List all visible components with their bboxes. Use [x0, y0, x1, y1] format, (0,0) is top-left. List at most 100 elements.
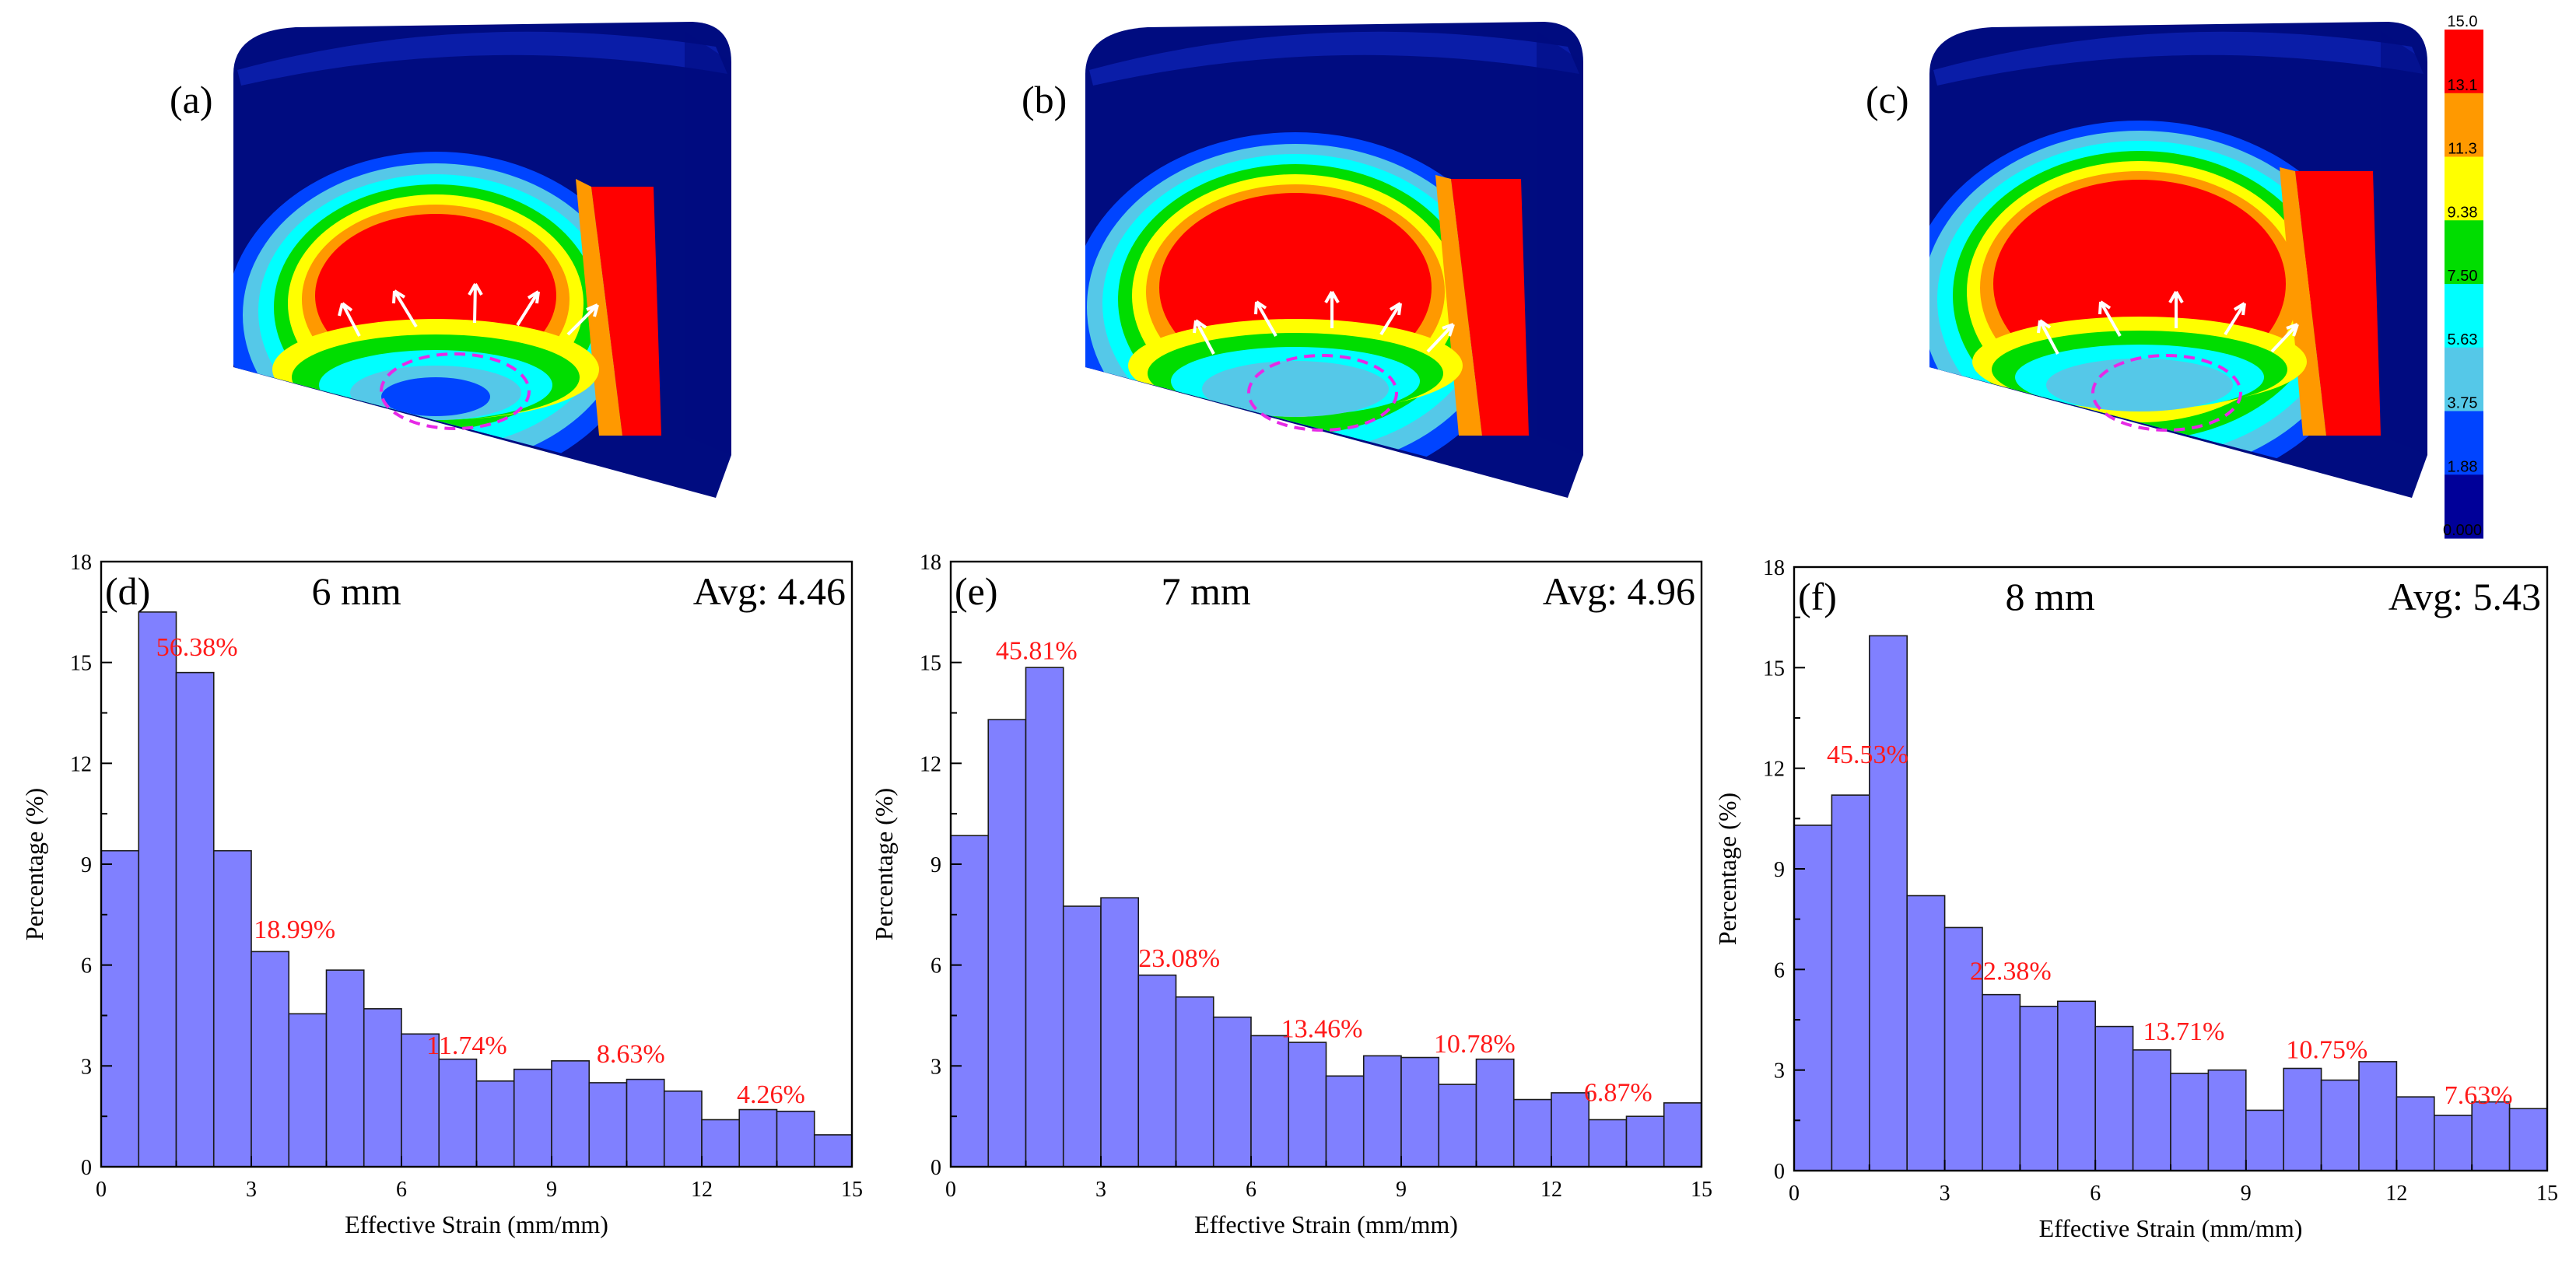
y-tick-label: 6 — [1774, 958, 1785, 982]
histogram-bar — [401, 1033, 440, 1168]
x-axis-title: Effective Strain (mm/mm) — [345, 1210, 608, 1238]
highlight-ellipse — [380, 352, 531, 430]
range-percentage-annotation: 23.08% — [1138, 944, 1220, 973]
histogram-bar — [950, 835, 990, 1168]
y-tick-label: 0 — [931, 1156, 941, 1180]
y-axis-title: Percentage (%) — [870, 788, 898, 940]
y-tick-label: 18 — [70, 551, 92, 575]
colorbar-tick-label: 13.1 — [2448, 77, 2478, 94]
contour-bands — [1929, 121, 2427, 498]
y-tick-label: 15 — [920, 652, 941, 676]
x-tick-label: 3 — [1940, 1182, 1950, 1206]
fea-contour-panel-b: (b) — [1022, 22, 1583, 498]
histogram-bar — [363, 1008, 402, 1168]
y-axis-title: Percentage (%) — [1713, 793, 1741, 945]
colorbar-tick-label: 15.0 — [2448, 13, 2478, 30]
fea-panel-label: (b) — [1022, 78, 1067, 121]
histogram-bar — [987, 719, 1027, 1168]
histogram-bar — [175, 671, 215, 1168]
y-tick-label: 0 — [81, 1156, 92, 1180]
x-tick-label: 12 — [1540, 1178, 1562, 1202]
histogram-bar — [776, 1110, 815, 1168]
y-tick-label: 12 — [1763, 758, 1785, 782]
chart-panel-label: (d) — [105, 569, 150, 613]
average-value: Avg: 5.43 — [2388, 575, 2541, 618]
x-tick-label: 12 — [2385, 1182, 2407, 1206]
histogram-bar — [251, 951, 290, 1168]
histogram-bar — [1438, 1084, 1477, 1168]
average-value: Avg: 4.96 — [1543, 569, 1695, 613]
histogram-bar — [438, 1058, 478, 1168]
range-percentage-annotation: 56.38% — [156, 633, 238, 662]
x-tick-label: 0 — [1789, 1182, 1800, 1206]
histogram-bar — [1512, 1098, 1552, 1168]
y-tick-label: 0 — [1774, 1160, 1785, 1184]
range-percentage-annotation: 18.99% — [254, 916, 335, 944]
histogram-bar — [2057, 1000, 2097, 1171]
colorbar-legend: 15.0 13.1 11.3 9.38 7.50 5.63 3.75 1.88 0.000 — [2443, 13, 2483, 539]
x-tick-label: 15 — [2536, 1182, 2558, 1206]
x-tick-label: 6 — [396, 1178, 407, 1202]
average-value: Avg: 4.46 — [693, 569, 846, 613]
x-tick-label: 12 — [691, 1178, 713, 1202]
colorbar-tick-label: 3.75 — [2448, 395, 2478, 412]
y-tick-label: 12 — [920, 752, 941, 776]
histogram-bar — [1062, 905, 1102, 1168]
y-tick-label: 3 — [81, 1055, 92, 1079]
y-tick-label: 18 — [1763, 556, 1785, 580]
histogram-bar — [2207, 1069, 2247, 1171]
range-percentage-annotation: 4.26% — [737, 1080, 805, 1109]
chart-title: 6 mm — [311, 569, 401, 613]
chart-title: 8 mm — [2005, 575, 2094, 618]
histogram-chart-d: 0 3 6 9 12 15 0 3 6 9 12 15 18 Effective Strain (mm/m… — [20, 551, 863, 1238]
histogram-bar — [100, 849, 140, 1168]
fea-panel-label: (a) — [170, 78, 213, 121]
colorbar-segment — [2445, 284, 2483, 348]
histogram-bar — [138, 611, 177, 1168]
fea-contour-panel-a: (a) — [170, 22, 731, 498]
fea-workpiece-model — [1085, 22, 1583, 498]
histogram-bar — [288, 1013, 328, 1168]
y-tick-label: 15 — [70, 652, 92, 676]
histogram-bar — [626, 1078, 665, 1168]
colorbar-tick-label: 7.50 — [2448, 268, 2478, 285]
x-tick-label: 0 — [945, 1178, 956, 1202]
histogram-bar — [2132, 1049, 2171, 1171]
histogram-bar — [2358, 1061, 2398, 1171]
histogram-bar — [1100, 897, 1140, 1168]
range-percentage-annotation: 7.63% — [2445, 1081, 2513, 1110]
x-tick-label: 6 — [2090, 1182, 2101, 1206]
range-percentage-annotation: 13.71% — [2143, 1017, 2225, 1046]
range-percentage-annotation: 11.74% — [426, 1031, 507, 1060]
fea-workpiece-model — [233, 22, 731, 498]
colorbar-segment — [2445, 93, 2483, 157]
histogram-bar — [2283, 1067, 2322, 1171]
histogram-bar — [2471, 1101, 2511, 1171]
y-tick-label: 3 — [931, 1055, 941, 1079]
y-tick-label: 9 — [931, 853, 941, 877]
histogram-bar — [2320, 1079, 2360, 1171]
flow-arrows — [2037, 291, 2299, 355]
fea-panel-label: (c) — [1866, 78, 1909, 121]
x-axis-title: Effective Strain (mm/mm) — [1194, 1210, 1458, 1238]
histogram-bar — [1137, 974, 1177, 1168]
range-percentage-annotation: 22.38% — [1970, 957, 2052, 986]
histogram-bar — [1982, 993, 2021, 1171]
histogram-bar — [475, 1080, 515, 1168]
range-percentage-annotation: 45.81% — [996, 636, 1078, 665]
colorbar-tick-label: 9.38 — [2448, 204, 2478, 221]
range-percentage-annotation: 45.53% — [1827, 741, 1908, 769]
x-tick-label: 3 — [1095, 1178, 1106, 1202]
histogram-chart-e: 0 3 6 9 12 15 0 3 6 9 12 15 18 Effective Strain (mm/m… — [870, 551, 1712, 1238]
histogram-bar — [701, 1119, 741, 1168]
histogram-bar — [212, 849, 252, 1168]
histogram-bar — [2094, 1025, 2134, 1171]
histogram-bar — [2019, 1005, 2059, 1171]
histogram-bar — [1475, 1058, 1515, 1168]
colorbar-segment — [2445, 411, 2483, 475]
range-percentage-annotation: 10.75% — [2286, 1036, 2367, 1065]
y-tick-label: 6 — [931, 954, 941, 979]
highlight-ellipse — [1247, 354, 1398, 432]
range-percentage-annotation: 10.78% — [1434, 1030, 1516, 1059]
